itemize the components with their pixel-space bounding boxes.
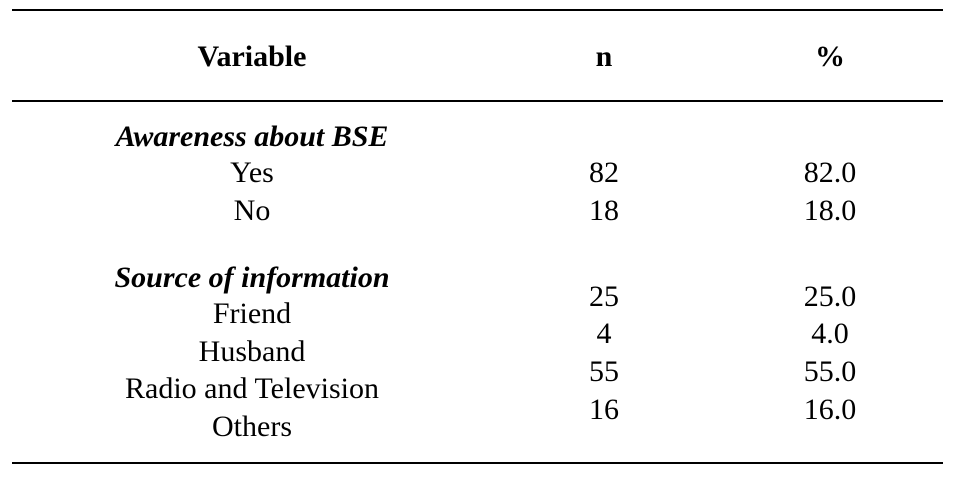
row-n-radio-tv: 55	[589, 355, 619, 388]
row-label-friend: Friend	[212, 297, 292, 330]
row-label-others: Others	[212, 410, 292, 443]
row-label-yes: Yes	[230, 156, 274, 189]
row-n-others: 16	[589, 393, 619, 426]
row-n-no: 18	[589, 194, 619, 227]
section-title-source: Source of information	[114, 261, 390, 294]
header-percent: %	[815, 40, 845, 73]
row-percent-yes: 82.0	[803, 156, 857, 189]
row-percent-no: 18.0	[803, 194, 857, 227]
header-rule	[12, 100, 943, 102]
header-n: n	[595, 40, 613, 73]
header-variable: Variable	[197, 40, 307, 73]
section-title-awareness: Awareness about BSE	[115, 120, 389, 153]
row-label-radio-tv: Radio and Television	[125, 372, 379, 405]
bottom-rule	[12, 462, 943, 464]
row-n-yes: 82	[589, 156, 619, 189]
row-n-friend: 25	[589, 280, 619, 313]
row-percent-radio-tv: 55.0	[803, 355, 857, 388]
row-percent-friend: 25.0	[803, 280, 857, 313]
row-percent-husband: 4.0	[811, 317, 849, 350]
row-n-husband: 4	[596, 317, 612, 350]
top-rule	[12, 9, 943, 11]
row-label-husband: Husband	[198, 335, 306, 368]
row-label-no: No	[233, 194, 271, 227]
row-percent-others: 16.0	[803, 393, 857, 426]
